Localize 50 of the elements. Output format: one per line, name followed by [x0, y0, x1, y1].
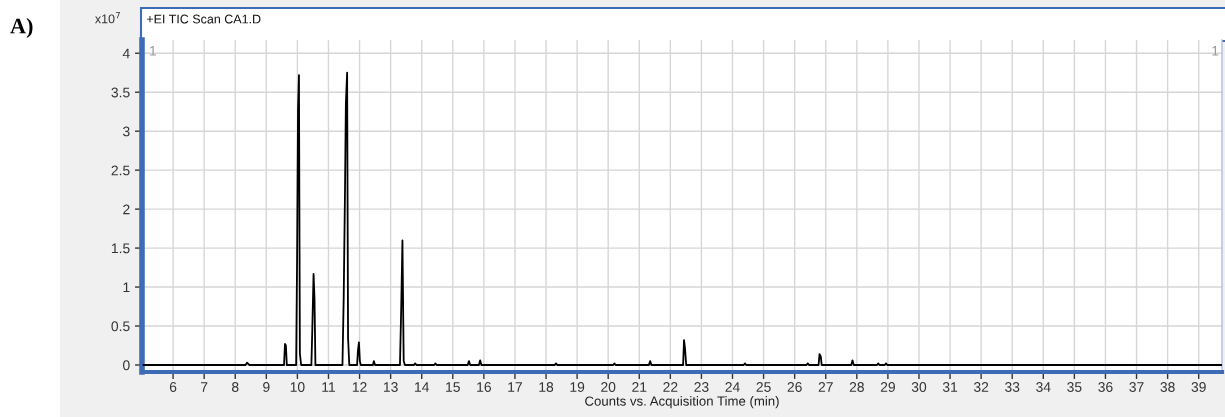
line-series [142, 71, 1222, 366]
y-tick-label: 4 [122, 48, 130, 59]
x-tick-label: 36 [1098, 382, 1113, 392]
y-tick-label: 1 [123, 282, 130, 293]
x-tick-label: 6 [169, 382, 177, 392]
x-tick-label: 12 [352, 382, 367, 392]
x-tick-label: 13 [383, 382, 398, 392]
x-tick-label: 9 [263, 382, 270, 392]
x-tick-label: 37 [1129, 382, 1144, 392]
x-tick-label: 8 [231, 382, 239, 392]
x-tick-label: 11 [322, 382, 336, 392]
y-tick-label: 1.5 [111, 243, 130, 254]
x-tick-label: 16 [477, 382, 491, 392]
x-tick-label: 34 [1036, 382, 1051, 392]
y-tick-label: 0.5 [111, 321, 130, 332]
x-tick-label: 22 [663, 382, 678, 392]
x-axis-title: Counts vs. Acquisition Time (min) [585, 396, 779, 409]
x-tick-label: 21 [632, 382, 647, 392]
x-tick-label: 17 [508, 382, 522, 392]
y-axis-title: x10$^{7}$ [95, 11, 120, 24]
x-tick-label: 24 [725, 382, 740, 392]
x-tick-label: 30 [911, 382, 927, 392]
x-tick-label: 7 [201, 382, 208, 392]
annotation: 1 [150, 46, 157, 56]
annotation: 1 [1212, 46, 1219, 56]
chart-title: +EI TIC Scan CA1.D [146, 14, 261, 24]
x-tick-label: 19 [570, 382, 585, 392]
x-tick-label: 26 [787, 382, 802, 392]
y-tick-label: 2 [123, 204, 130, 215]
x-tick-label: 32 [973, 382, 989, 392]
x-tick-label: 15 [446, 382, 460, 392]
x-tick-label: 10 [290, 382, 305, 392]
x-tick-label: 28 [849, 382, 864, 392]
x-tick-label: 20 [601, 382, 616, 392]
x-tick-label: 25 [756, 382, 771, 392]
x-tick-label: 23 [694, 382, 709, 392]
x-tick-label: 29 [880, 382, 895, 392]
x-tick-label: 31 [942, 382, 958, 392]
y-tick-label: 3 [123, 126, 130, 137]
y-tick-label: 2.5 [111, 165, 130, 176]
y-tick-label: 3.5 [111, 87, 130, 98]
x-tick-label: 38 [1160, 382, 1175, 392]
x-tick-label: 39 [1191, 382, 1206, 392]
x-tick-label: 35 [1067, 382, 1082, 392]
x-tick-label: 27 [818, 382, 833, 392]
text: A) [10, 17, 33, 39]
x-tick-label: 18 [539, 382, 554, 392]
y-tick-label: 0 [123, 360, 130, 371]
x-tick-label: 14 [415, 382, 430, 392]
x-tick-label: 33 [1005, 382, 1020, 392]
